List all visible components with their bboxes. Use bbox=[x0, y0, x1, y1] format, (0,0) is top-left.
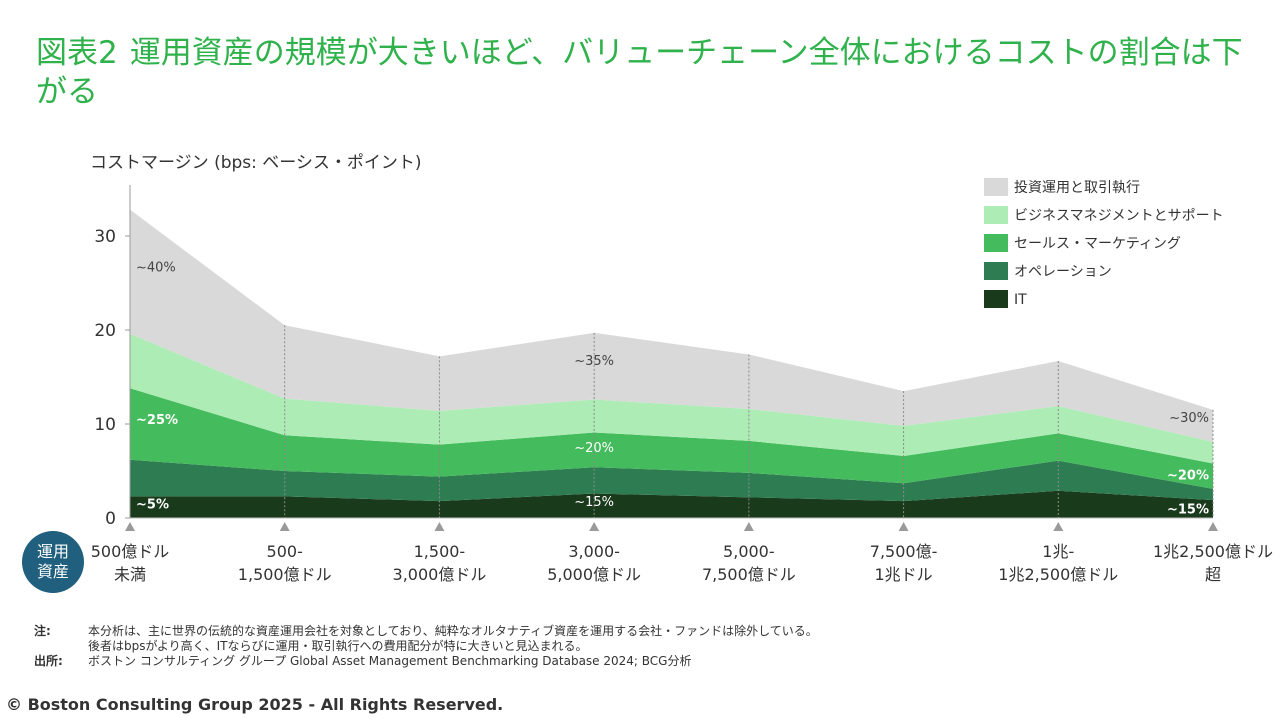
source-row: 出所: ボストン コンサルティング グループ Global Asset Mana… bbox=[34, 654, 1234, 669]
title-text: 運用資産の規模が大きいほど、バリューチェーン全体におけるコストの割合は下がる bbox=[36, 35, 1243, 110]
category-marker-triangle bbox=[1208, 522, 1218, 531]
legend-swatch bbox=[984, 262, 1008, 280]
share-annotation: ~30% bbox=[1169, 411, 1209, 426]
x-category-label: 3,000- 5,000億ドル bbox=[547, 542, 642, 584]
category-marker-triangle bbox=[589, 522, 600, 531]
share-annotation: ~25% bbox=[136, 413, 178, 428]
share-annotation: ~35% bbox=[574, 354, 614, 369]
legend-label: セールス・マーケティング bbox=[1014, 236, 1181, 252]
y-tick-label: 20 bbox=[94, 321, 116, 341]
share-annotation: ~5% bbox=[136, 498, 169, 513]
legend-label: 投資運用と取引執行 bbox=[1014, 180, 1140, 196]
aum-axis-badge: 運用 資産 bbox=[22, 531, 84, 593]
legend-swatch bbox=[984, 234, 1008, 252]
category-marker-triangle bbox=[1053, 522, 1064, 531]
area-series-adedb5 bbox=[130, 333, 1213, 464]
note-row: 注: 本分析は、主に世界の伝統的な資産運用会社を対象としており、純粋なオルタナテ… bbox=[34, 624, 1234, 654]
y-tick-label: 30 bbox=[94, 227, 116, 247]
x-category-label: 500億ドル 未満 bbox=[90, 542, 170, 584]
y-tick-label: 10 bbox=[94, 415, 116, 435]
x-category-label: 1兆2,500億ドル 超 bbox=[1153, 542, 1273, 584]
y-tick-label: 0 bbox=[105, 509, 116, 529]
legend-swatch bbox=[984, 206, 1008, 224]
category-marker-triangle bbox=[434, 522, 445, 531]
share-annotation: ~40% bbox=[136, 261, 176, 276]
share-annotation: ~15% bbox=[574, 495, 614, 510]
source-label: 出所: bbox=[34, 654, 63, 668]
category-marker-triangle bbox=[898, 522, 909, 531]
share-annotation: ~20% bbox=[1167, 468, 1209, 483]
note-label: 注: bbox=[34, 624, 51, 638]
figure-number: 図表2 bbox=[36, 35, 118, 71]
share-annotation: ~20% bbox=[574, 441, 614, 456]
legend-label: ビジネスマネジメントとサポート bbox=[1014, 208, 1224, 224]
x-category-label: 1兆- 1兆2,500億ドル bbox=[998, 542, 1119, 584]
category-marker-triangle bbox=[279, 522, 290, 531]
x-category-label: 7,500億- 1兆ドル bbox=[869, 542, 938, 584]
stacked-area-chart: 0 10 20 30 コストマージン (bps: ベーシス・ポイント) ~40% ~25% ~… bbox=[90, 153, 1224, 531]
area-series-1a3a1c bbox=[130, 490, 1213, 518]
x-category-label: 500- 1,500億ドル bbox=[237, 542, 332, 584]
legend-label: IT bbox=[1014, 292, 1027, 308]
note-text: 本分析は、主に世界の伝統的な資産運用会社を対象としており、純粋なオルタナティブ資… bbox=[88, 624, 818, 653]
x-category-label: 5,000- 7,500億ドル bbox=[701, 542, 796, 584]
legend-swatch bbox=[984, 290, 1008, 308]
legend-label: オペレーション bbox=[1014, 264, 1112, 280]
copyright: © Boston Consulting Group 2025 - All Rig… bbox=[6, 695, 504, 714]
notes: 注: 本分析は、主に世界の伝統的な資産運用会社を対象としており、純粋なオルタナテ… bbox=[34, 624, 1234, 669]
category-marker-triangle bbox=[125, 522, 135, 531]
area-series-44bb5c bbox=[130, 388, 1213, 489]
category-marker-triangle bbox=[743, 522, 754, 531]
y-axis-title: コストマージン (bps: ベーシス・ポイント) bbox=[90, 153, 422, 173]
area-series-d9d9d9 bbox=[130, 209, 1213, 442]
source-text: ボストン コンサルティング グループ Global Asset Manageme… bbox=[88, 654, 692, 668]
page-title: 図表2 運用資産の規模が大きいほど、バリューチェーン全体におけるコストの割合は下が… bbox=[36, 34, 1246, 112]
share-annotation: ~15% bbox=[1167, 502, 1209, 517]
area-series-2e7d52 bbox=[130, 459, 1213, 502]
x-category-label: 1,500- 3,000億ドル bbox=[392, 542, 487, 584]
legend-swatch bbox=[984, 178, 1008, 196]
